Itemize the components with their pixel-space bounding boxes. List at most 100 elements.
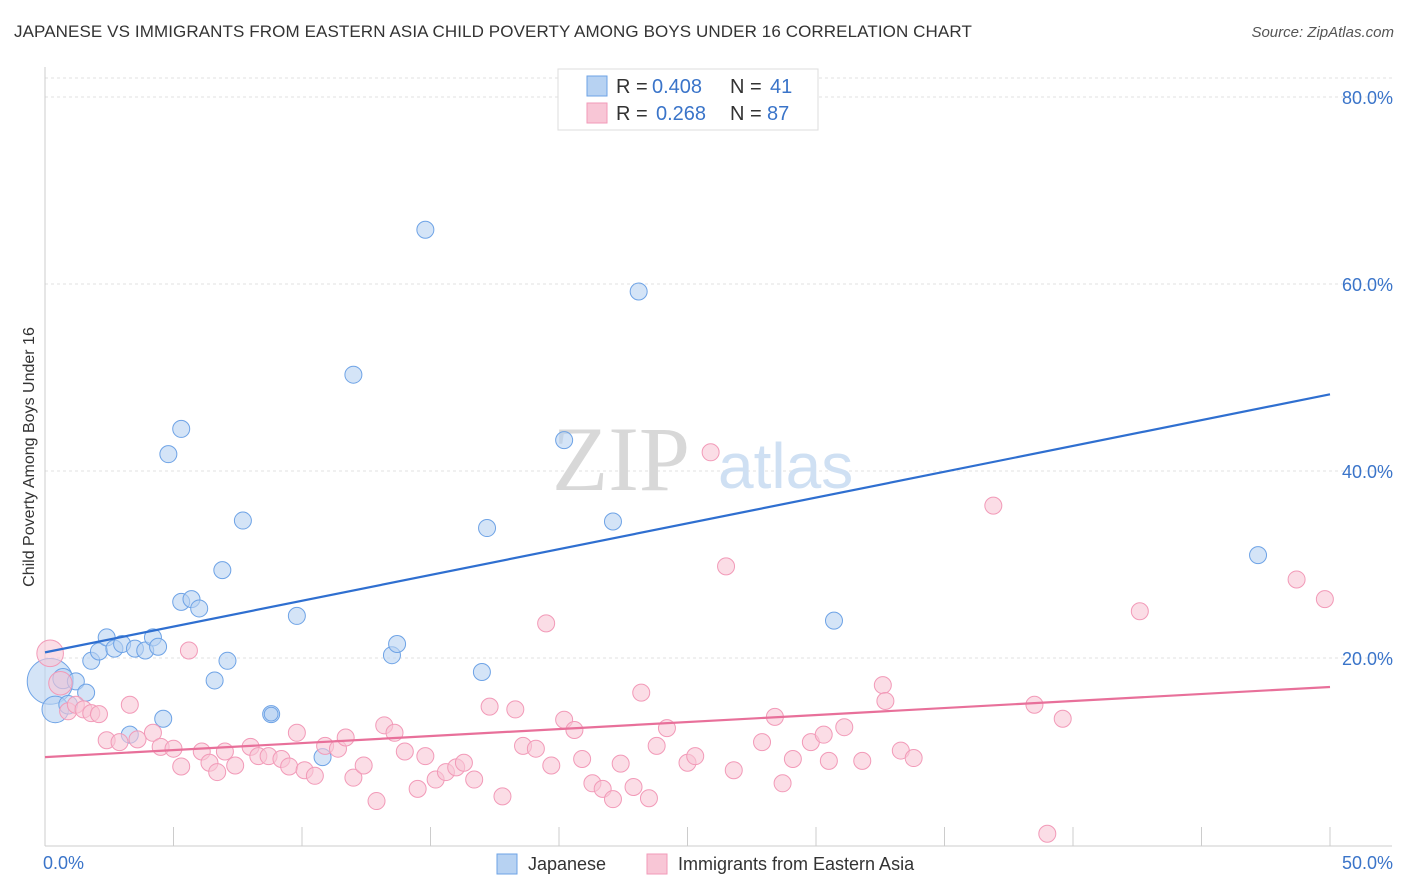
bottom-legend-swatch-japanese [496,853,518,875]
chart-title: JAPANESE VS IMMIGRANTS FROM EASTERN ASIA… [14,22,972,41]
immigrants-point [819,751,838,770]
japanese-point [149,637,168,656]
japanese-point [159,445,178,464]
immigrants-point [287,723,306,742]
legend-n-value-1: 41 [770,76,792,98]
immigrants-point [416,747,435,766]
immigrants-point [537,614,556,633]
immigrants-point [120,695,139,714]
immigrants-point [639,789,658,808]
japanese-point [388,634,407,653]
japanese-point [824,611,843,630]
immigrants-point [717,557,736,576]
immigrants-point [1025,695,1044,714]
japanese-point [478,519,497,538]
japanese-trend-line [44,393,1331,654]
immigrants-point [465,770,484,789]
y-tick-label: 40.0% [1342,462,1393,482]
immigrants-point [408,779,427,798]
legend-r-value-2: 0.268 [656,103,706,125]
bottom-legend-swatch-immigrants [646,853,668,875]
immigrants-point [354,756,373,775]
immigrants-point [48,671,73,696]
immigrants-trend-line [44,685,1331,759]
japanese-point [629,282,648,301]
immigrants-point [1053,709,1072,728]
bottom-legend-label-japanese: Japanese [528,854,606,874]
immigrants-point [624,778,643,797]
immigrants-point [36,639,64,668]
immigrants-point [506,700,525,719]
immigrants-point [814,725,833,744]
immigrants-point [172,757,191,776]
y-tick-label: 80.0% [1342,88,1393,108]
japanese-point [218,651,237,670]
japanese-point [233,511,252,530]
japanese-point [154,709,173,728]
legend-r-value-1: 0.408 [652,76,702,98]
japanese-point [287,606,306,625]
immigrants-point [367,792,386,811]
legend-swatch-immigrants [586,102,608,124]
immigrants-point [783,749,802,768]
immigrants-point [305,766,324,785]
legend-n-value-2: 87 [767,103,789,125]
immigrants-point [179,641,198,660]
immigrants-point [344,768,363,787]
y-tick-label: 20.0% [1342,649,1393,669]
immigrants-point [853,751,872,770]
immigrants-point [753,733,772,752]
immigrants-point [565,720,584,739]
y-tick-label: 60.0% [1342,275,1393,295]
immigrants-point [143,723,162,742]
japanese-point [555,431,574,450]
immigrants-point [1315,590,1334,609]
immigrants-point [686,747,705,766]
immigrants-point [835,718,854,737]
immigrants-point [611,754,630,773]
immigrants-point [110,733,129,752]
immigrants-point [542,756,561,775]
immigrants-point [603,790,622,809]
japanese-point [190,599,209,618]
immigrants-point [984,496,1003,515]
immigrants-point [215,742,234,761]
immigrants-point [226,756,245,775]
japanese-point [1249,546,1268,565]
immigrants-point [632,683,651,702]
immigrants-point [876,692,895,711]
bottom-legend-label-immigrants: Immigrants from Eastern Asia [678,854,915,874]
immigrants-point [1287,570,1306,589]
immigrants-point [89,705,108,724]
japanese-point [205,671,224,690]
immigrants-point [395,742,414,761]
japanese-point [172,419,191,438]
x-tick-label: 50.0% [1342,853,1393,873]
immigrants-point [208,763,227,782]
chart-source: Source: ZipAtlas.com [1251,24,1394,41]
immigrants-point [701,443,720,462]
immigrants-point [526,739,545,758]
immigrants-point [280,757,299,776]
legend-r-label-1: R = [616,76,648,98]
x-tick-labels: 0.0% 50.0% [43,853,1393,873]
immigrants-point [647,736,666,755]
japanese-point [213,561,232,580]
y-tick-labels: 20.0% 40.0% 60.0% 80.0% [1342,88,1393,669]
watermark-atlas: atlas [718,430,853,502]
trend-lines [44,393,1331,759]
immigrants-point [904,749,923,768]
y-axis-label: Child Poverty Among Boys Under 16 [21,327,38,587]
immigrants-point [873,676,892,695]
immigrants-point [454,753,473,772]
immigrants-point [128,730,147,749]
immigrants-point [1130,602,1149,621]
legend-r-label-2: R = [616,103,648,125]
immigrants-point [724,761,743,780]
japanese-point [263,706,279,722]
japanese-point [603,512,622,531]
data-points [26,220,1334,843]
immigrants-point [493,787,512,806]
immigrants-point [480,697,499,716]
